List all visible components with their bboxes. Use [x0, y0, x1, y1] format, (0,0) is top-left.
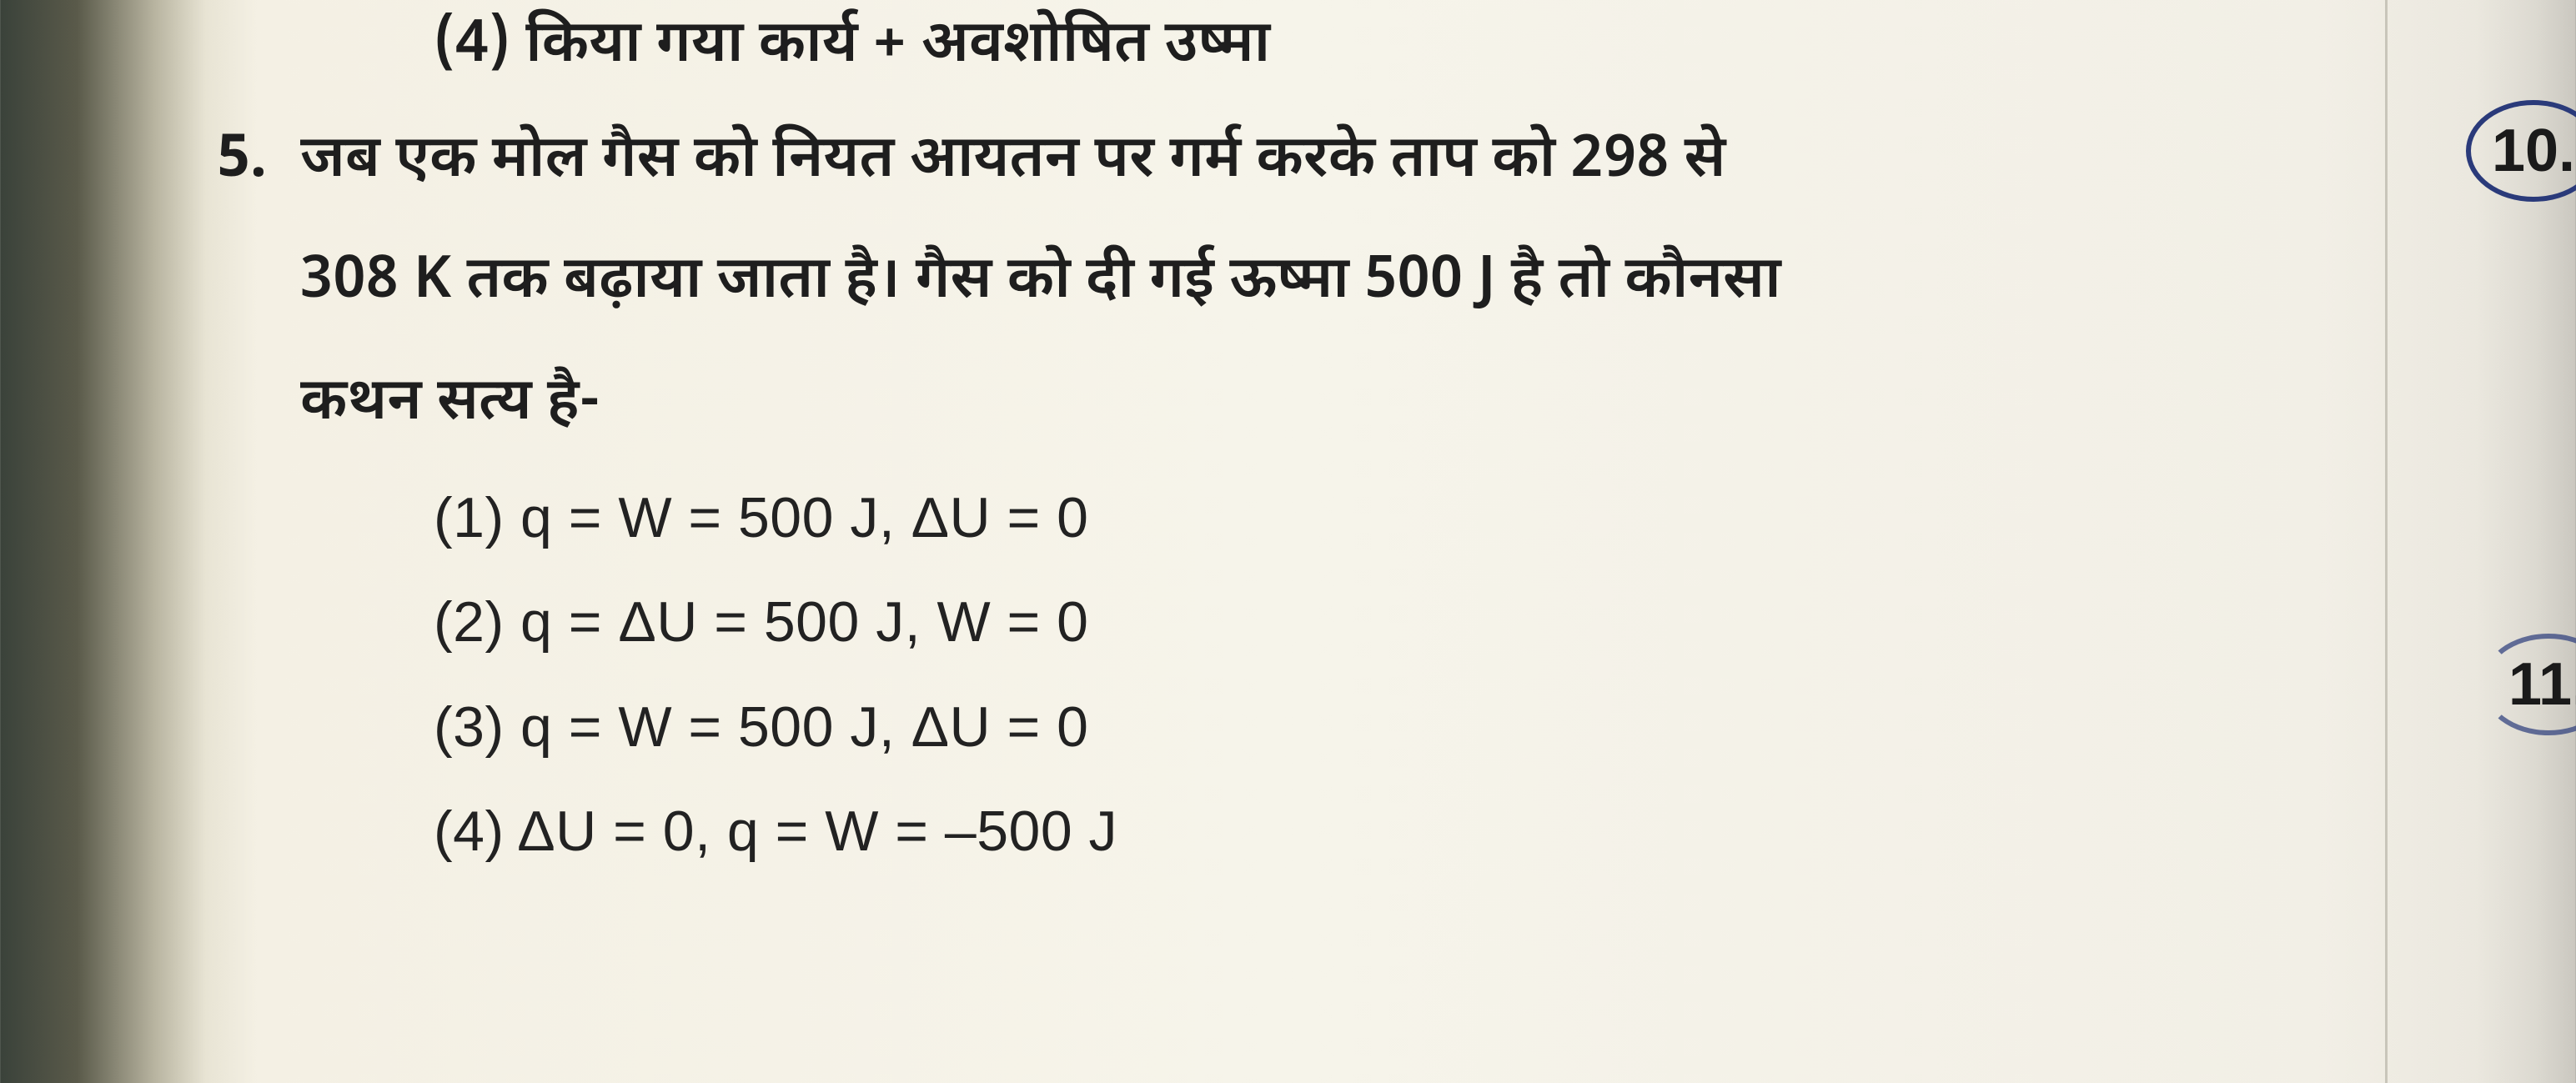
q5-row-2: 308 K तक बढ़ाया जाता है। गैस को दी गई ऊष… — [167, 253, 2335, 314]
q5-line3: कथन सत्य है- — [300, 374, 600, 436]
q5-row-3: कथन सत्य है- — [167, 374, 2335, 436]
margin-ref-10: 10. — [2466, 100, 2576, 202]
q5-option-4: (4) ΔU = 0, q = W = –500 J — [434, 802, 1117, 861]
q5-row-1: 5. जब एक मोल गैस को नियत आयतन पर गर्म कर… — [167, 132, 2335, 193]
q5-option-4-row: (4) ΔU = 0, q = W = –500 J — [167, 802, 2335, 861]
q5-line2: 308 K तक बढ़ाया जाता है। गैस को दी गई ऊष… — [300, 253, 1781, 314]
margin-ref-10-label: 10. — [2492, 117, 2575, 185]
q5-option-2: (2) q = ΔU = 500 J, W = 0 — [434, 593, 1088, 652]
margin-ref-11: 11. — [2481, 634, 2576, 735]
q5-line1: जब एक मोल गैस को नियत आयतन पर गर्म करके … — [300, 132, 1726, 193]
q5-option-3: (3) q = W = 500 J, ΔU = 0 — [434, 698, 1088, 757]
q5-option-1: (1) q = W = 500 J, ΔU = 0 — [434, 489, 1088, 548]
vertical-rule — [2385, 0, 2388, 1083]
page-content: (4) किया गया कार्य + अवशोषित उष्मा 5. जब… — [167, 0, 2335, 862]
question-number: 5. — [167, 132, 300, 193]
q5-option-1-row: (1) q = W = 500 J, ΔU = 0 — [167, 489, 2335, 548]
margin-ref-11-label: 11. — [2508, 650, 2576, 719]
prev-option-row: (4) किया गया कार्य + अवशोषित उष्मा — [167, 17, 2335, 78]
q5-option-2-row: (2) q = ΔU = 500 J, W = 0 — [167, 593, 2335, 652]
q5-option-3-row: (3) q = W = 500 J, ΔU = 0 — [167, 698, 2335, 757]
prev-option-4: (4) किया गया कार्य + अवशोषित उष्मा — [434, 17, 1270, 78]
